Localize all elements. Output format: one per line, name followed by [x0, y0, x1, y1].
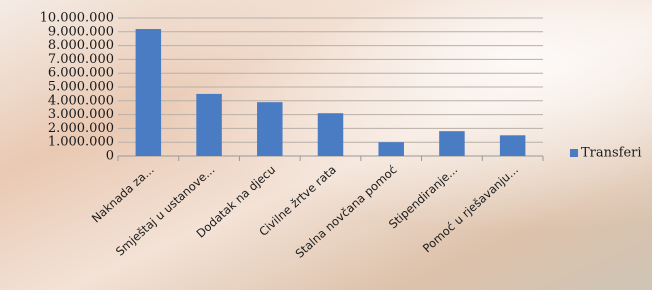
- bar: [257, 102, 283, 156]
- y-tick-label: 1.000.000: [48, 135, 114, 150]
- y-tick-label: 4.000.000: [48, 93, 114, 108]
- page: {"chart_data": {"type": "bar", "categori…: [0, 0, 652, 290]
- legend-label: Transferi: [581, 146, 642, 161]
- y-tick-label: 8.000.000: [48, 38, 114, 53]
- y-tick-label: 5.000.000: [48, 80, 114, 95]
- bar: [318, 113, 344, 156]
- y-tick-label: 0: [106, 149, 114, 164]
- bar: [136, 29, 162, 156]
- y-tick-label: 6.000.000: [48, 66, 114, 81]
- y-tick-label: 9.000.000: [48, 24, 114, 39]
- y-tick-label: 10.000.000: [40, 11, 114, 26]
- bar: [196, 94, 222, 156]
- bar: [378, 142, 404, 156]
- y-tick-label: 3.000.000: [48, 107, 114, 122]
- y-tick-label: 7.000.000: [48, 52, 114, 67]
- y-tick-label: 2.000.000: [48, 121, 114, 136]
- bar: [500, 135, 525, 156]
- legend-swatch: [570, 149, 578, 157]
- chart: 01.000.0002.000.0003.000.0004.000.0005.0…: [0, 0, 652, 290]
- bar: [439, 131, 465, 156]
